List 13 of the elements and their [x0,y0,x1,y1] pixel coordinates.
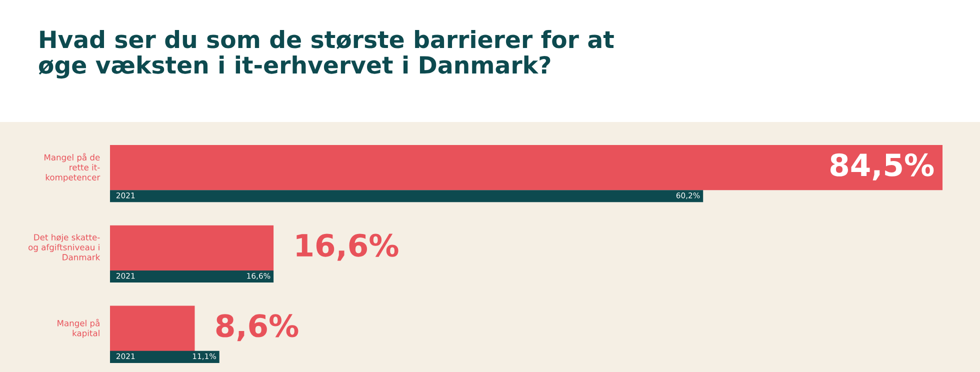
data-label: 16,6% [296,234,398,261]
bar [110,306,195,352]
chart-title: Hvad ser du som de største barrierer for at øge væksten i it-erhvervet i Danmark? [38,30,614,79]
bar [110,270,274,283]
bar [110,350,220,363]
y-tick-label: Det høje skatte- og afgiftsniveau i Danmark [28,234,100,260]
y-tick-label: Mangel på de rette it- kompetencer [44,153,100,182]
bar [110,144,943,190]
bar [110,225,274,271]
y-tick-label: Mangel på kapital [58,318,100,338]
data-label: 84,5% [830,153,934,180]
data-label: 8,6% [216,314,298,342]
bar [110,190,704,202]
